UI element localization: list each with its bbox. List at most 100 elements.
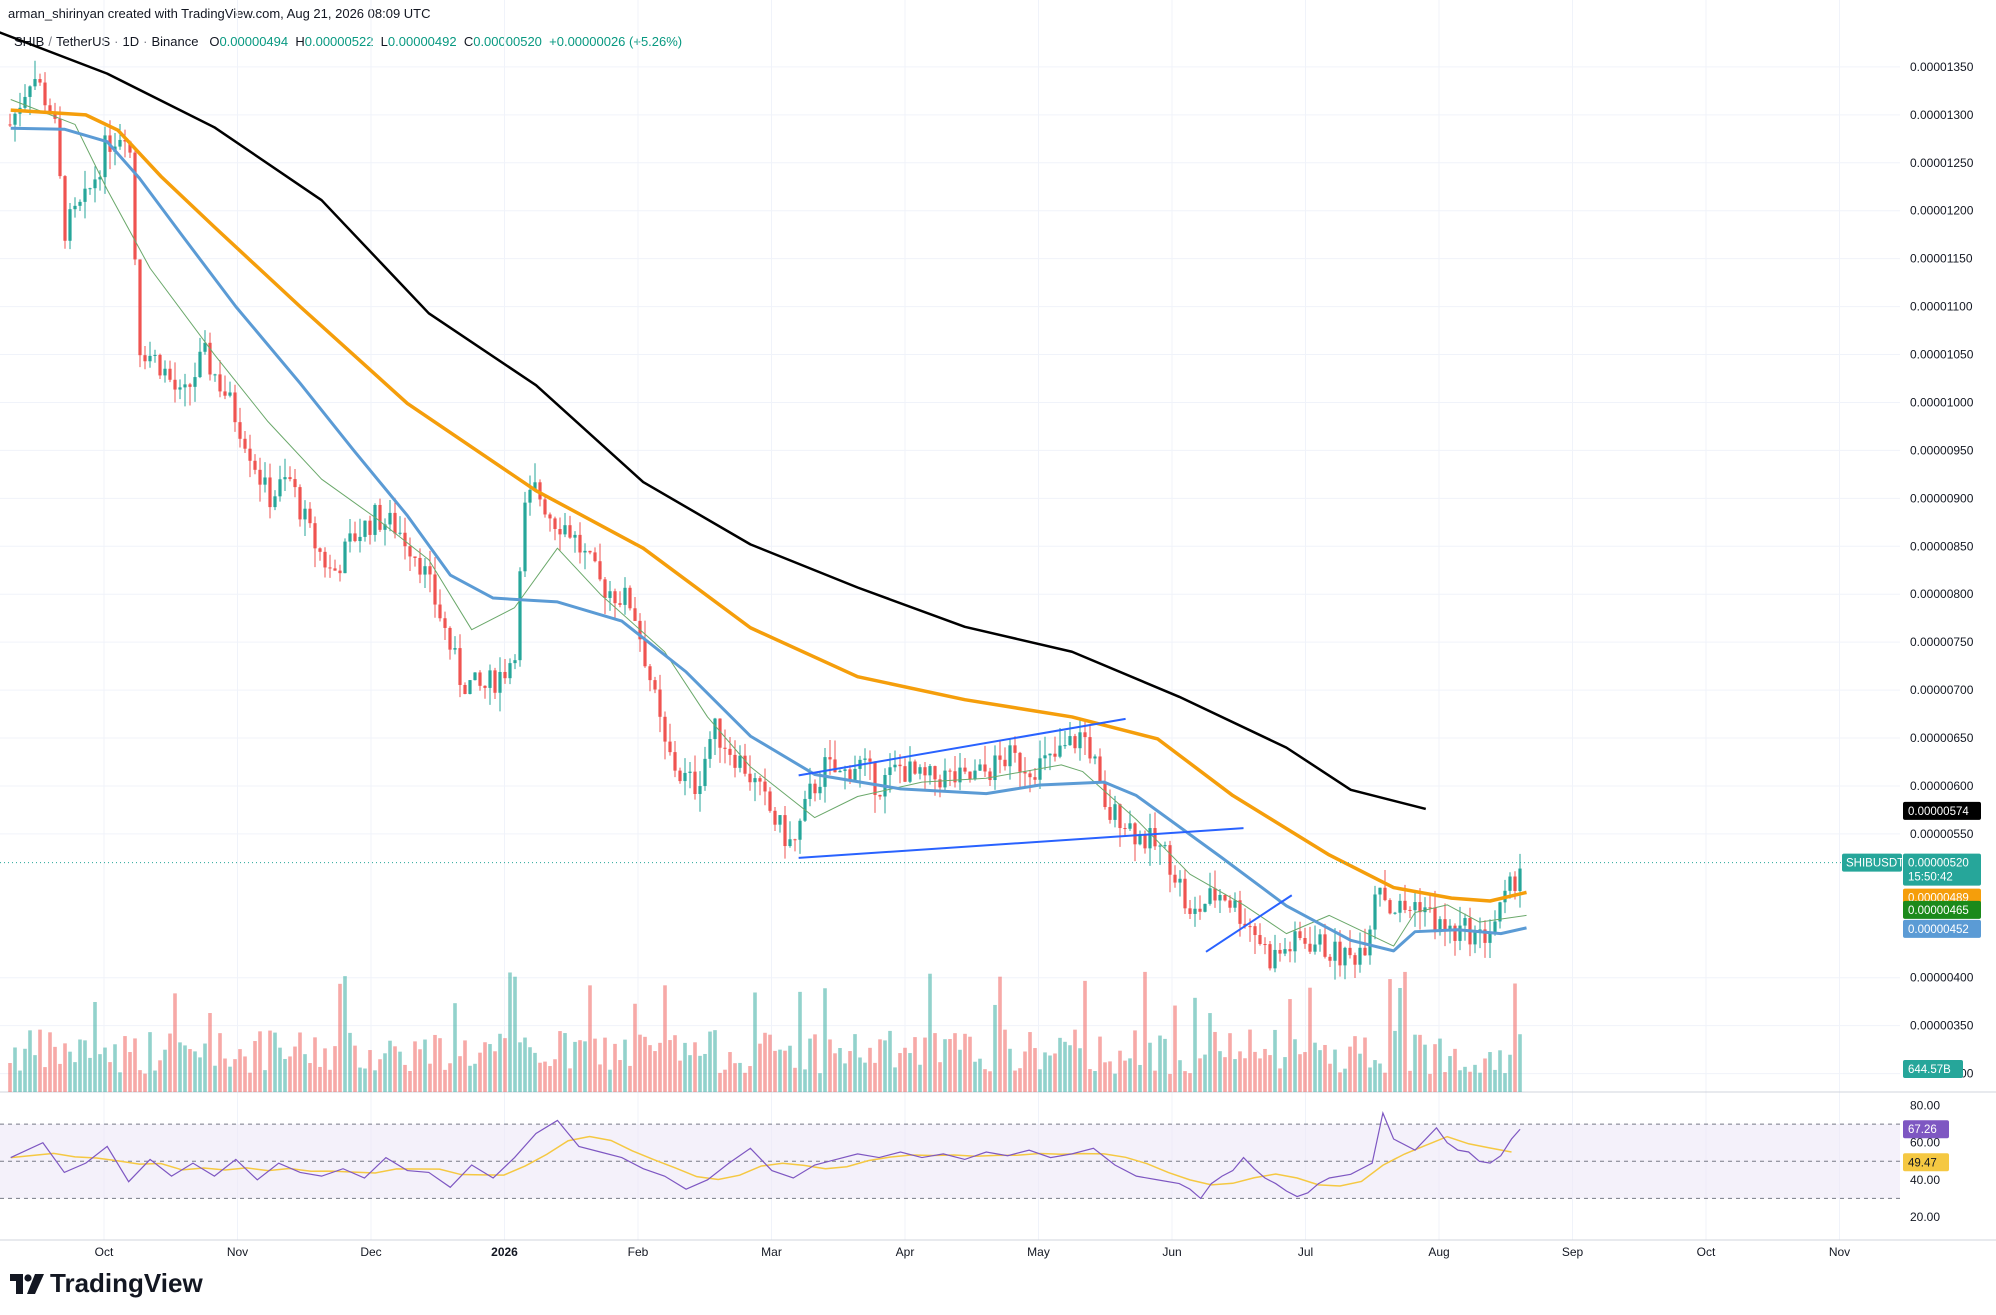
candle-body	[1013, 745, 1017, 753]
candle-body	[703, 758, 707, 787]
volume-bar	[1313, 1042, 1317, 1092]
time-tick-label: Mar	[761, 1245, 782, 1259]
volume-bar	[578, 1040, 582, 1092]
volume-bar	[493, 1051, 497, 1092]
volume-bar	[1348, 1046, 1352, 1092]
volume-bar	[1433, 1044, 1437, 1092]
volume-bar	[1233, 1059, 1237, 1092]
candle-body	[443, 618, 447, 628]
candle-body	[1003, 759, 1007, 767]
candle-body	[618, 603, 622, 605]
candle-body	[663, 716, 667, 742]
volume-bar	[558, 1031, 562, 1092]
volume-bar	[228, 1066, 232, 1092]
candle-body	[773, 810, 777, 825]
volume-bar	[83, 1040, 87, 1092]
volume-bar	[388, 1040, 392, 1092]
legend-symbol[interactable]: SHIB	[14, 34, 45, 49]
legend-separator: ·	[143, 34, 148, 49]
candle-body	[283, 477, 287, 480]
volume-bar	[153, 1070, 157, 1092]
candle-body	[83, 188, 87, 202]
candle-body	[1258, 935, 1262, 945]
candle-body	[948, 770, 952, 772]
candle-body	[1063, 745, 1067, 747]
candle-body	[1268, 944, 1272, 969]
candle-body	[1178, 878, 1182, 883]
rsi-pane[interactable]	[0, 1110, 1900, 1200]
candle-body	[488, 670, 492, 688]
price-chart[interactable]: 0.00001350 0.00001300 0.00001250 0.00001200…	[0, 0, 1996, 1260]
volume-bar	[1103, 1062, 1107, 1092]
rsi-ma-tag-bg	[1903, 1153, 1949, 1172]
volume-bar	[898, 1053, 902, 1092]
volume-bar	[1193, 997, 1197, 1092]
legend-interval[interactable]: 1D	[122, 34, 140, 49]
volume-bar	[763, 1032, 767, 1092]
candle-body	[288, 477, 292, 480]
volume-bar	[813, 1034, 817, 1092]
candle-body	[118, 139, 122, 147]
candle-body	[368, 520, 372, 535]
candle-body	[1488, 933, 1492, 943]
time-tick-label: 2026	[491, 1245, 518, 1259]
candle-body	[418, 557, 422, 575]
volume-bar	[553, 1059, 557, 1092]
volume-bar	[428, 1063, 432, 1092]
volume-bar	[368, 1050, 372, 1092]
volume-bar	[1118, 1050, 1122, 1092]
trendlines[interactable]	[0, 717, 1900, 953]
volume-bar	[673, 1035, 677, 1092]
volume-bar	[433, 1034, 437, 1092]
time-axis[interactable]: Oct Nov Dec 2026 Feb Mar Apr May Jun Jul Aug Sep Oct…	[95, 1245, 1851, 1259]
volume-bar	[718, 1072, 722, 1092]
volume-bar	[23, 1048, 27, 1092]
price-tick-label: 0.00000800	[1910, 587, 1974, 601]
candle-body	[528, 489, 532, 503]
volume-bars	[8, 971, 1522, 1092]
volume-bar	[713, 1030, 717, 1092]
volume-bar	[473, 1063, 477, 1092]
volume-bar	[883, 1040, 887, 1092]
volume-bar	[548, 1066, 552, 1092]
candle-body	[383, 524, 387, 530]
volume-bar	[1463, 1066, 1467, 1092]
volume-bar	[933, 1033, 937, 1092]
sma50-line	[10, 126, 1527, 953]
candle-body	[1048, 753, 1052, 756]
volume-bar	[668, 1040, 672, 1092]
volume-bar	[143, 1073, 147, 1092]
volume-bar	[868, 1047, 872, 1092]
candle-body	[938, 779, 942, 788]
volume-bar	[403, 1064, 407, 1092]
candle-body	[463, 684, 467, 694]
volume-bar	[1053, 1053, 1057, 1092]
volume-bar	[398, 1051, 402, 1092]
candle-body	[723, 747, 727, 749]
volume-bar	[538, 1062, 542, 1092]
time-tick-label: Feb	[628, 1245, 649, 1259]
volume-bar	[748, 1066, 752, 1092]
candle-body	[1103, 781, 1107, 808]
candle-body	[53, 111, 57, 119]
volume-bar	[483, 1042, 487, 1092]
volume-bar	[1483, 1058, 1487, 1092]
candle-body	[148, 355, 152, 362]
volume-bar	[248, 1072, 252, 1092]
volume-bar	[1488, 1052, 1492, 1092]
candle-body	[1393, 912, 1397, 914]
price-tick-label: 0.00001000	[1910, 395, 1974, 409]
volume-bar	[738, 1062, 742, 1092]
volume-bar	[418, 1049, 422, 1092]
volume-bar	[1108, 1061, 1112, 1092]
volume-bar	[1178, 1060, 1182, 1092]
price-axis[interactable]: 0.00001350 0.00001300 0.00001250 0.00001200…	[1910, 60, 1974, 1224]
candle-body	[483, 685, 487, 688]
volume-bar	[1263, 1048, 1267, 1092]
trendline	[798, 827, 1244, 859]
volume-bar	[293, 1046, 297, 1092]
candle-body	[978, 764, 982, 771]
time-tick-label: Nov	[227, 1245, 248, 1259]
candle-body	[1093, 756, 1097, 759]
candle-body	[833, 759, 837, 773]
